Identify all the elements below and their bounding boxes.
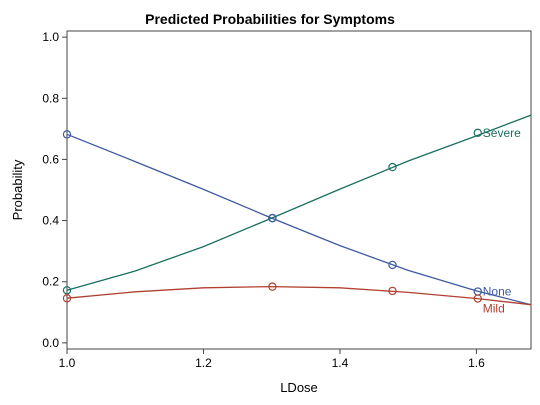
data-point-mild [388,286,397,296]
y-tick-label: 0.8 [42,91,59,105]
plot-area [66,30,532,350]
x-tick-label: 1.6 [468,356,485,370]
x-axis: 1.0 1.2 1.4 1.6 [59,349,485,370]
series-label-mild: Mild [483,302,505,316]
x-tick-label: 1.0 [59,356,76,370]
series-line-none [66,133,532,306]
series-line-severe [66,114,532,291]
y-axis-label: Probability [10,159,25,220]
series-label-none: None [483,285,512,299]
series-label-severe: Severe [483,126,521,140]
y-tick-label: 1.0 [42,30,59,44]
y-tick-label: 0.4 [42,214,59,228]
series-line-mild [66,285,532,306]
x-axis-label: LDose [280,380,318,395]
y-tick-label: 0.6 [42,152,59,166]
data-point-none [62,130,72,139]
data-point-mild [62,294,72,303]
y-tick-label: 0.2 [42,275,59,289]
series-none: None [62,130,532,306]
series-layer: Severe None Mild [62,114,532,316]
data-point-severe [473,128,482,138]
y-tick-label: 0.0 [42,336,59,350]
chart-title: Predicted Probabilities for Symptoms [145,11,395,27]
data-point-mild [268,282,277,291]
series-mild: Mild [62,282,532,316]
x-tick-label: 1.2 [195,356,212,370]
data-point-none [268,213,277,223]
data-point-none [388,260,397,270]
y-axis: 0.0 0.2 0.4 0.6 0.8 1.0 [42,30,67,350]
data-point-severe [62,286,72,295]
data-point-severe [388,162,397,172]
x-tick-label: 1.4 [332,356,349,370]
data-point-mild [473,294,482,303]
